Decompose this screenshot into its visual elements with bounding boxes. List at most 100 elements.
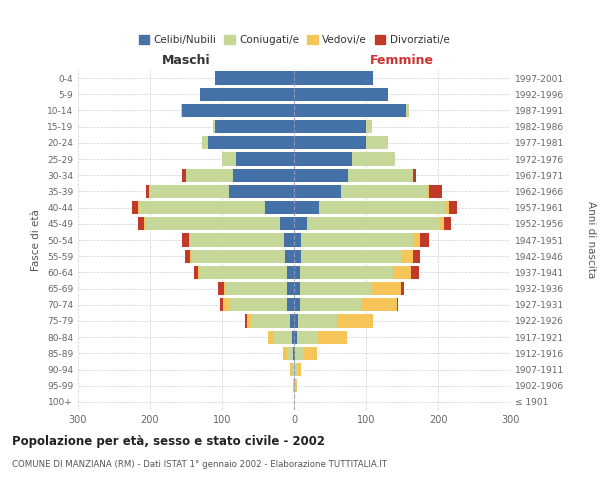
- Bar: [294, 330, 297, 344]
- Bar: [292, 363, 294, 376]
- Bar: [301, 250, 402, 263]
- Bar: [294, 298, 300, 312]
- Bar: [294, 266, 300, 279]
- Bar: [300, 266, 394, 279]
- Bar: [397, 298, 398, 312]
- Bar: [229, 298, 287, 312]
- Bar: [294, 152, 352, 166]
- Bar: [444, 217, 451, 230]
- Bar: [394, 266, 412, 279]
- Bar: [300, 298, 361, 312]
- Bar: [182, 234, 189, 246]
- Bar: [149, 185, 150, 198]
- Bar: [287, 266, 294, 279]
- Bar: [189, 234, 190, 246]
- Bar: [215, 72, 294, 85]
- Bar: [233, 168, 294, 182]
- Bar: [372, 282, 401, 295]
- Bar: [295, 379, 297, 392]
- Bar: [307, 217, 440, 230]
- Bar: [294, 379, 295, 392]
- Bar: [298, 363, 301, 376]
- Bar: [224, 282, 226, 295]
- Bar: [337, 314, 373, 328]
- Bar: [413, 168, 416, 182]
- Bar: [132, 201, 138, 214]
- Bar: [287, 346, 293, 360]
- Bar: [229, 185, 294, 198]
- Text: Anni di nascita: Anni di nascita: [586, 202, 596, 278]
- Bar: [146, 185, 149, 198]
- Bar: [300, 282, 372, 295]
- Bar: [247, 314, 251, 328]
- Bar: [222, 152, 236, 166]
- Bar: [190, 250, 192, 263]
- Bar: [413, 250, 420, 263]
- Bar: [181, 104, 182, 117]
- Bar: [284, 234, 294, 246]
- Bar: [236, 152, 294, 166]
- Bar: [185, 250, 190, 263]
- Bar: [283, 346, 287, 360]
- Bar: [406, 104, 409, 117]
- Bar: [245, 314, 247, 328]
- Bar: [293, 379, 294, 392]
- Bar: [290, 363, 292, 376]
- Bar: [293, 346, 294, 360]
- Bar: [144, 217, 146, 230]
- Bar: [428, 185, 442, 198]
- Bar: [319, 201, 445, 214]
- Bar: [214, 120, 215, 134]
- Bar: [268, 330, 274, 344]
- Bar: [294, 88, 388, 101]
- Y-axis label: Fasce di età: Fasce di età: [31, 209, 41, 271]
- Bar: [294, 234, 301, 246]
- Bar: [287, 282, 294, 295]
- Bar: [413, 234, 420, 246]
- Bar: [287, 298, 294, 312]
- Bar: [294, 363, 298, 376]
- Bar: [302, 346, 317, 360]
- Bar: [294, 72, 373, 85]
- Bar: [280, 217, 294, 230]
- Text: COMUNE DI MANZIANA (RM) - Dati ISTAT 1° gennaio 2002 - Elaborazione TUTTITALIA.I: COMUNE DI MANZIANA (RM) - Dati ISTAT 1° …: [12, 460, 387, 469]
- Bar: [301, 234, 413, 246]
- Bar: [427, 185, 428, 198]
- Bar: [341, 185, 427, 198]
- Text: Femmine: Femmine: [370, 54, 434, 67]
- Bar: [348, 168, 413, 182]
- Bar: [294, 136, 366, 149]
- Bar: [182, 168, 186, 182]
- Bar: [200, 266, 287, 279]
- Bar: [361, 298, 397, 312]
- Bar: [226, 282, 287, 295]
- Bar: [290, 314, 294, 328]
- Bar: [352, 152, 395, 166]
- Bar: [274, 330, 292, 344]
- Bar: [138, 201, 139, 214]
- Bar: [298, 314, 337, 328]
- Bar: [294, 201, 319, 214]
- Bar: [208, 136, 294, 149]
- Bar: [294, 346, 295, 360]
- Bar: [294, 168, 348, 182]
- Bar: [319, 330, 347, 344]
- Bar: [292, 330, 294, 344]
- Bar: [220, 298, 223, 312]
- Bar: [401, 282, 404, 295]
- Bar: [265, 201, 294, 214]
- Bar: [223, 298, 229, 312]
- Bar: [402, 250, 413, 263]
- Bar: [194, 266, 197, 279]
- Bar: [295, 346, 302, 360]
- Bar: [294, 217, 307, 230]
- Bar: [150, 185, 229, 198]
- Bar: [286, 250, 294, 263]
- Text: Maschi: Maschi: [161, 54, 211, 67]
- Bar: [445, 201, 449, 214]
- Text: Popolazione per età, sesso e stato civile - 2002: Popolazione per età, sesso e stato civil…: [12, 435, 325, 448]
- Legend: Celibi/Nubili, Coniugati/e, Vedovi/e, Divorziati/e: Celibi/Nubili, Coniugati/e, Vedovi/e, Di…: [134, 31, 454, 50]
- Bar: [294, 282, 300, 295]
- Bar: [215, 120, 294, 134]
- Bar: [420, 234, 428, 246]
